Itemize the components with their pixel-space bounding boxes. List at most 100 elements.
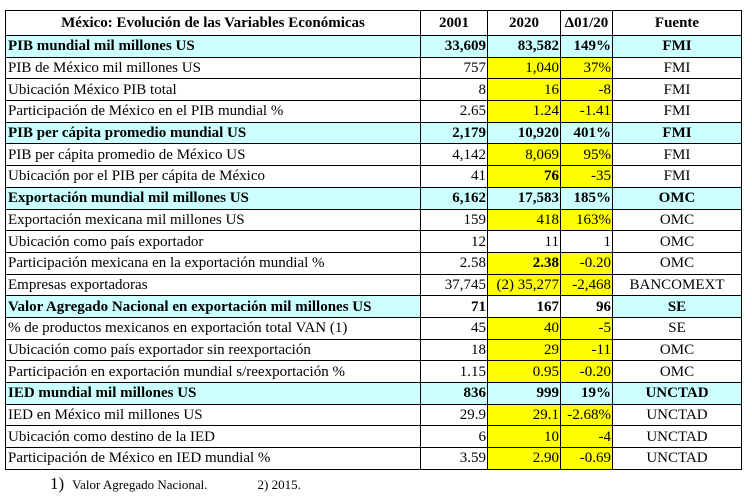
value-2001: 8 <box>420 78 488 102</box>
value-2020: 0.95 <box>487 360 561 383</box>
footnote-1-marker: 1) <box>50 474 65 493</box>
section-row: Exportación mundial mil millones US 6,162… <box>5 186 742 210</box>
value-delta: -11 <box>560 338 613 362</box>
value-delta: 96 <box>560 295 613 318</box>
value-2001: 18 <box>420 338 488 362</box>
row-source: FMI <box>612 35 742 58</box>
value-delta: -1.41 <box>560 100 613 123</box>
value-2001: 6,162 <box>420 186 488 210</box>
value-2020: 10,920 <box>487 121 561 145</box>
value-delta: 37% <box>560 56 613 80</box>
value-delta: -0.20 <box>560 360 613 383</box>
footnote-2: 2) 2015. <box>257 477 301 492</box>
header-2001: 2001 <box>420 10 488 36</box>
row-source: FMI <box>612 121 742 145</box>
header-delta: Δ01/20 <box>560 10 613 36</box>
footnotes: 1) Valor Agregado Nacional. 2) 2015. <box>50 474 301 494</box>
row-source: BANCOMEXT <box>612 273 742 297</box>
value-delta: -2,468 <box>560 273 613 297</box>
value-2001: 757 <box>420 56 488 80</box>
row-label: Participación de México en IED mundial % <box>5 447 421 470</box>
header-title: México: Evolución de las Variables Econó… <box>5 10 421 36</box>
value-delta: 19% <box>560 382 613 405</box>
value-delta: -35 <box>560 165 613 188</box>
row-label: PIB de México mil millones US <box>5 56 421 80</box>
value-2020: 167 <box>487 295 561 318</box>
row-source: SE <box>612 316 742 340</box>
row-label: Ubicación como país exportador <box>5 230 421 253</box>
value-2001: 29.9 <box>420 403 488 427</box>
row-label: Ubicación México PIB total <box>5 78 421 102</box>
value-2020: 10 <box>487 425 561 449</box>
table-body: PIB mundial mil millones US 33,609 83,582 1… <box>5 35 742 470</box>
value-2001: 836 <box>420 382 488 405</box>
table-header-row: México: Evolución de las Variables Econó… <box>5 10 742 36</box>
row-source: UNCTAD <box>612 382 742 405</box>
value-2020: 2.38 <box>487 251 561 275</box>
row-source: UNCTAD <box>612 403 742 427</box>
table-row: Ubicación México PIB total 8 16 -8 FMI <box>5 78 742 102</box>
row-source: UNCTAD <box>612 447 742 470</box>
row-label: Exportación mundial mil millones US <box>5 186 421 210</box>
value-2020: 1.24 <box>487 100 561 123</box>
row-source: OMC <box>612 186 742 210</box>
row-label: Ubicación como destino de la IED <box>5 425 421 449</box>
value-2001: 37,745 <box>420 273 488 297</box>
value-2001: 71 <box>420 295 488 318</box>
row-source: SE <box>612 295 742 318</box>
value-delta: 95% <box>560 143 613 167</box>
economic-variables-table: México: Evolución de las Variables Econó… <box>5 10 742 470</box>
row-source: OMC <box>612 251 742 275</box>
row-label: Ubicación como país exportador sin reexp… <box>5 338 421 362</box>
table-row: Participación en exportación mundial s/r… <box>5 360 742 383</box>
value-delta: -5 <box>560 316 613 340</box>
value-delta: -0.20 <box>560 251 613 275</box>
value-delta: -0.69 <box>560 447 613 470</box>
value-2020: 17,583 <box>487 186 561 210</box>
value-2020: 8,069 <box>487 143 561 167</box>
value-2020: 40 <box>487 316 561 340</box>
section-row: IED mundial mil millones US 836 999 19% UNCT… <box>5 382 742 405</box>
value-delta: -8 <box>560 78 613 102</box>
value-2020: 1,040 <box>487 56 561 80</box>
value-2001: 33,609 <box>420 35 488 58</box>
row-label: IED mundial mil millones US <box>5 382 421 405</box>
table-row: Participación mexicana en la exportación… <box>5 251 742 275</box>
row-source: FMI <box>612 165 742 188</box>
row-label: % de productos mexicanos en exportación … <box>5 316 421 340</box>
value-2001: 45 <box>420 316 488 340</box>
row-label: PIB mundial mil millones US <box>5 35 421 58</box>
value-2020: 418 <box>487 208 561 232</box>
value-delta: 401% <box>560 121 613 145</box>
row-source: FMI <box>612 78 742 102</box>
table-row: Ubicación como destino de la IED 6 10 -4 UNC… <box>5 425 742 449</box>
value-delta: -4 <box>560 425 613 449</box>
value-2001: 6 <box>420 425 488 449</box>
row-source: FMI <box>612 100 742 123</box>
table-row: Ubicación como país exportador 12 11 1 OMC <box>5 230 742 253</box>
row-source: OMC <box>612 208 742 232</box>
row-label: Valor Agregado Nacional en exportación m… <box>5 295 421 318</box>
value-delta: -2.68% <box>560 403 613 427</box>
table-row: Empresas exportadoras 37,745 (2) 35,277 -2,… <box>5 273 742 297</box>
row-label: PIB per cápita promedio mundial US <box>5 121 421 145</box>
row-source: FMI <box>612 56 742 80</box>
header-2020: 2020 <box>487 10 561 36</box>
row-label: IED en México mil millones US <box>5 403 421 427</box>
value-2001: 41 <box>420 165 488 188</box>
value-2001: 2.65 <box>420 100 488 123</box>
table-row: PIB de México mil millones US 757 1,040 37%… <box>5 56 742 80</box>
table-row: Participación de México en el PIB mundia… <box>5 100 742 123</box>
table-row: % de productos mexicanos en exportación … <box>5 316 742 340</box>
value-2020: 999 <box>487 382 561 405</box>
value-delta: 185% <box>560 186 613 210</box>
table-row: Ubicación por el PIB per cápita de Méxic… <box>5 165 742 188</box>
section-row: Valor Agregado Nacional en exportación m… <box>5 295 742 318</box>
table-row: PIB per cápita promedio de México US 4,14… <box>5 143 742 167</box>
value-2001: 159 <box>420 208 488 232</box>
row-source: OMC <box>612 230 742 253</box>
value-2001: 3.59 <box>420 447 488 470</box>
section-row: PIB per cápita promedio mundial US 2,179 1… <box>5 121 742 145</box>
row-source: FMI <box>612 143 742 167</box>
value-2020: (2) 35,277 <box>487 273 561 297</box>
